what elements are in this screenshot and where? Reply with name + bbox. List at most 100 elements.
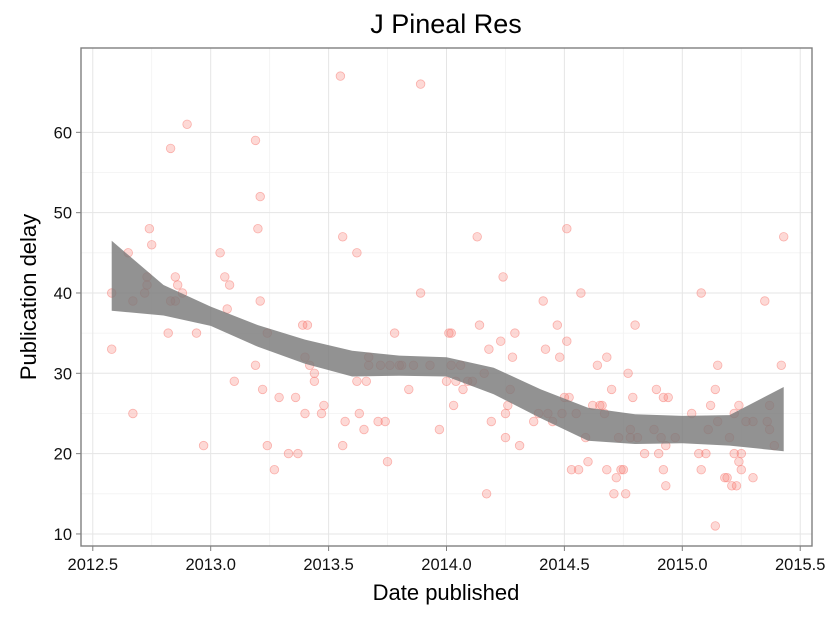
data-point [611, 473, 622, 483]
data-point [592, 360, 603, 371]
data-point [434, 424, 445, 435]
data-point [255, 191, 265, 202]
data-point [696, 288, 706, 298]
data-point [609, 489, 619, 499]
data-point [583, 457, 593, 467]
data-point [458, 384, 468, 395]
data-point [144, 223, 155, 234]
data-point [316, 408, 327, 419]
x-tick-label: 2013.0 [185, 556, 235, 574]
data-point [731, 481, 742, 491]
x-axis-title: Date published [373, 580, 520, 605]
data-point [500, 432, 511, 443]
data-point [529, 416, 539, 427]
data-point [496, 336, 506, 346]
data-point [776, 360, 787, 371]
data-point [498, 272, 508, 282]
data-point [639, 448, 650, 459]
data-point [727, 481, 737, 491]
data-point [354, 408, 365, 419]
data-point [621, 489, 631, 499]
data-point [658, 465, 669, 475]
data-point [389, 328, 400, 338]
data-point [538, 296, 548, 306]
data-point [170, 272, 181, 282]
data-point [562, 223, 572, 234]
data-point [257, 384, 268, 395]
data-point [215, 248, 225, 258]
data-point [165, 143, 176, 154]
data-point [283, 448, 294, 459]
data-point [736, 465, 747, 475]
data-point [446, 328, 456, 338]
data-point [710, 521, 721, 531]
data-point [507, 352, 518, 362]
data-point [651, 384, 662, 395]
data-point [481, 489, 492, 499]
data-point [555, 352, 565, 362]
data-point [340, 416, 350, 427]
data-point [566, 465, 577, 475]
chart-title: J Pineal Res [370, 9, 522, 39]
data-point [616, 465, 626, 475]
data-point [290, 392, 301, 403]
y-tick-label: 20 [54, 446, 72, 464]
data-point [146, 240, 157, 250]
data-point [760, 296, 770, 306]
data-point [198, 440, 209, 451]
data-point [309, 368, 320, 379]
data-point [623, 368, 633, 379]
data-point [602, 465, 612, 475]
data-point [380, 416, 390, 427]
y-axis-title: Publication delay [16, 214, 41, 380]
y-tick-label: 40 [54, 285, 72, 303]
data-point [748, 473, 758, 483]
data-point [474, 320, 485, 330]
data-point [262, 440, 273, 451]
data-point [444, 328, 454, 338]
data-point [618, 465, 629, 475]
data-point [293, 448, 303, 459]
data-point [382, 457, 393, 467]
data-point [352, 376, 362, 387]
data-point [606, 384, 617, 395]
data-point [472, 232, 482, 242]
data-point [705, 400, 716, 411]
x-tick-label: 2014.5 [539, 556, 589, 574]
data-point [484, 344, 494, 354]
x-tick-label: 2014.0 [421, 556, 471, 574]
data-point [191, 328, 202, 338]
data-point [220, 272, 230, 282]
data-point [654, 448, 664, 459]
y-tick-label: 10 [54, 526, 72, 544]
data-point [106, 344, 117, 354]
data-point [734, 457, 744, 467]
data-point [628, 392, 638, 403]
data-point [373, 416, 383, 427]
y-tick-label: 50 [54, 205, 72, 223]
data-point [128, 408, 138, 419]
data-point [415, 288, 426, 298]
data-point [696, 465, 706, 475]
x-tick-label: 2013.5 [303, 556, 353, 574]
data-point [352, 248, 362, 258]
data-point [338, 232, 348, 242]
data-point [736, 448, 747, 459]
data-point [630, 320, 640, 330]
y-axis-ticks: 10 20 30 40 50 60 [54, 124, 81, 544]
data-point [250, 360, 261, 371]
data-point [694, 448, 704, 459]
data-point [448, 400, 459, 411]
data-point [269, 465, 280, 475]
data-point [658, 392, 669, 403]
x-tick-label: 2015.0 [657, 556, 707, 574]
x-axis-ticks: 2012.5 2013.0 2013.5 2014.0 2014.5 2015.0 2015… [68, 546, 825, 574]
smooth-confidence-band [111, 240, 784, 452]
data-point [361, 376, 372, 387]
data-point [663, 392, 673, 403]
data-point [274, 392, 284, 403]
data-point [573, 465, 584, 475]
data-point [720, 473, 730, 483]
data-point [734, 400, 744, 411]
data-point [576, 288, 586, 298]
